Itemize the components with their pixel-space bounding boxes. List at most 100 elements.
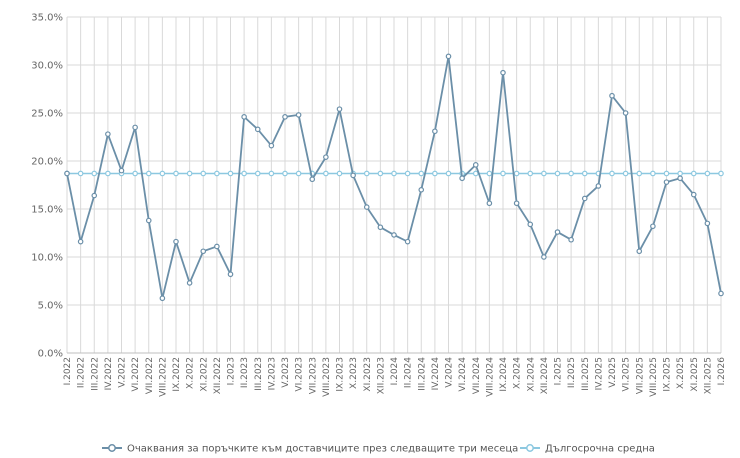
expectations-data-point: [472, 162, 479, 168]
legend-marker-swatch: [526, 444, 534, 452]
long-term-average-point: [77, 170, 84, 177]
expectations-data-point: [650, 223, 656, 230]
expectations-data-point: [718, 290, 724, 297]
long-term-average-point: [513, 170, 520, 177]
x-tick-label: X.2024: [513, 357, 523, 389]
x-tick-label: I.2022: [63, 357, 73, 385]
legend-label: Дългосрочна средна: [545, 444, 655, 455]
x-tick-label: VI.2025: [622, 357, 632, 392]
expectations-data-point: [105, 131, 111, 137]
long-term-average-point: [91, 170, 98, 177]
long-term-average-point: [173, 170, 179, 177]
long-term-average-point: [254, 170, 261, 177]
long-term-average-point: [568, 170, 574, 177]
long-term-average-point: [105, 170, 111, 177]
long-term-average-point: [663, 170, 670, 177]
y-tick-label: 10.0%: [31, 253, 63, 264]
x-tick-label: III.2025: [581, 357, 591, 391]
legend: Очаквания за поръчките към доставчиците …: [102, 444, 655, 455]
legend-item-long-term-average: Дългосрочна средна: [520, 444, 655, 455]
x-tick-label: II.2023: [240, 357, 250, 388]
long-term-average-point: [391, 170, 397, 177]
long-term-average-point: [227, 170, 234, 177]
y-tick-label: 15.0%: [31, 205, 63, 216]
x-tick-label: I.2024: [390, 357, 400, 386]
expectations-data-point: [363, 204, 370, 210]
x-tick-label: IX.2025: [663, 357, 673, 392]
series-lines: [64, 53, 724, 302]
x-tick-label: II.2024: [404, 357, 414, 388]
long-term-average-point: [295, 170, 302, 177]
expectations-data-point: [336, 106, 343, 112]
x-tick-label: IX.2022: [172, 357, 182, 392]
expectations-data-point: [186, 280, 193, 286]
expectations-data-point: [173, 238, 179, 245]
expectations-data-point: [527, 221, 534, 228]
expectations-data-point: [581, 195, 588, 202]
expectations-data-point: [445, 53, 452, 60]
expectations-data-point: [459, 175, 465, 182]
expectations-data-point: [432, 128, 438, 135]
long-term-average-point: [132, 170, 138, 177]
expectations-data-point: [609, 92, 615, 99]
expectations-data-point: [677, 175, 683, 182]
long-term-average-point: [432, 170, 438, 177]
long-term-average-point: [336, 170, 343, 177]
expectations-data-point: [636, 248, 643, 255]
expectations-data-point: [159, 295, 166, 302]
long-term-average-point: [186, 170, 193, 177]
expectations-data-point: [91, 192, 98, 199]
legend-item-expectations: Очаквания за поръчките към доставчиците …: [102, 444, 518, 455]
expectations-data-point: [704, 220, 711, 227]
expectations-data-point: [282, 114, 288, 120]
long-term-average-point: [486, 170, 493, 177]
long-term-average-point: [636, 170, 643, 177]
expectations-data-point: [64, 170, 70, 177]
x-tick-label: I.2026: [717, 357, 727, 386]
x-tick-label: VI.2024: [458, 357, 468, 392]
long-term-average-point: [472, 170, 479, 177]
x-tick-label: V.2024: [445, 357, 455, 388]
x-tick-label: II.2022: [77, 357, 87, 388]
x-tick-label: VIII.2025: [649, 357, 659, 397]
x-tick-label: IV.2023: [267, 357, 277, 390]
x-tick-label: VII.2024: [472, 357, 482, 395]
x-tick-label: X.2022: [186, 357, 196, 389]
long-term-average-point: [541, 170, 547, 177]
x-tick-label: IV.2025: [594, 357, 604, 390]
expectations-data-point: [377, 224, 384, 231]
x-tick-label: VII.2022: [145, 357, 155, 394]
long-term-average-point: [500, 170, 506, 177]
x-tick-label: XI.2025: [690, 357, 700, 392]
long-term-average-point: [404, 170, 411, 177]
y-tick-label: 25.0%: [31, 109, 63, 120]
long-term-average-point: [690, 170, 697, 177]
x-tick-label: X.2025: [676, 357, 686, 389]
expectations-data-point: [214, 243, 220, 250]
legend-marker-swatch: [108, 444, 116, 452]
long-term-average-point: [159, 170, 166, 177]
x-tick-label: VIII.2024: [485, 357, 495, 397]
long-term-average-point: [445, 170, 452, 177]
x-tick-label: XII.2025: [703, 357, 713, 394]
long-term-average-point: [718, 170, 724, 177]
y-tick-label: 35.0%: [31, 13, 63, 24]
long-term-average-point: [268, 170, 275, 177]
x-tick-label: II.2025: [567, 357, 577, 388]
x-tick-label: VIII.2023: [322, 357, 332, 397]
expectations-data-point: [254, 126, 261, 133]
long-term-average-point: [363, 170, 370, 177]
y-tick-label: 30.0%: [31, 61, 63, 72]
x-tick-label: IX.2024: [499, 357, 509, 392]
x-tick-label: VII.2025: [635, 357, 645, 394]
expectations-data-point: [595, 183, 602, 189]
x-tick-label: IV.2024: [431, 357, 441, 391]
expectations-data-point: [132, 124, 138, 131]
x-tick-label: V.2022: [118, 357, 128, 388]
x-tick-label: XI.2023: [363, 357, 373, 392]
expectations-data-point: [323, 154, 329, 160]
expectations-data-point: [391, 232, 397, 238]
expectations-data-point: [541, 254, 547, 260]
